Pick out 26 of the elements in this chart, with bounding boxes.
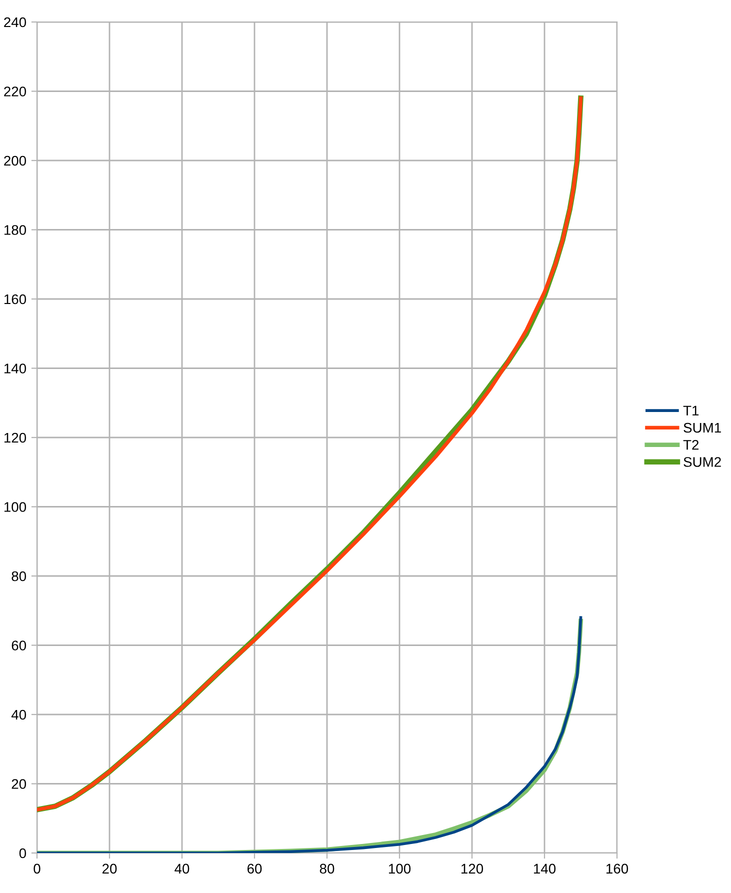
legend-label: T2 <box>683 440 699 450</box>
y-tick-label: 40 <box>11 710 26 720</box>
y-tick-label: 0 <box>19 848 26 858</box>
x-tick-label: 120 <box>461 864 484 874</box>
x-tick-label: 0 <box>34 864 40 874</box>
legend-label: T1 <box>683 406 699 416</box>
y-tick-label: 20 <box>12 779 26 789</box>
y-tick-label: 160 <box>4 294 26 304</box>
x-tick-label: 160 <box>606 864 628 874</box>
x-tick-label: 20 <box>102 864 117 874</box>
y-tick-label: 180 <box>4 225 26 235</box>
x-tick-label: 60 <box>247 864 262 874</box>
y-tick-label: 120 <box>4 432 26 443</box>
legend-label: SUM2 <box>684 457 721 467</box>
x-tick-label: 140 <box>534 864 556 874</box>
y-tick-label: 100 <box>4 502 26 512</box>
y-tick-label: 60 <box>12 640 26 650</box>
y-tick-label: 140 <box>4 364 26 374</box>
y-tick-label: 200 <box>4 156 26 166</box>
x-tick-label: 40 <box>174 864 190 874</box>
y-tick-label: 80 <box>12 571 26 582</box>
x-tick-label: 80 <box>320 864 334 874</box>
x-tick-label: 100 <box>388 864 411 874</box>
y-tick-label: 220 <box>4 86 26 96</box>
legend-label: SUM1 <box>684 422 721 433</box>
y-tick-label: 240 <box>4 17 26 28</box>
